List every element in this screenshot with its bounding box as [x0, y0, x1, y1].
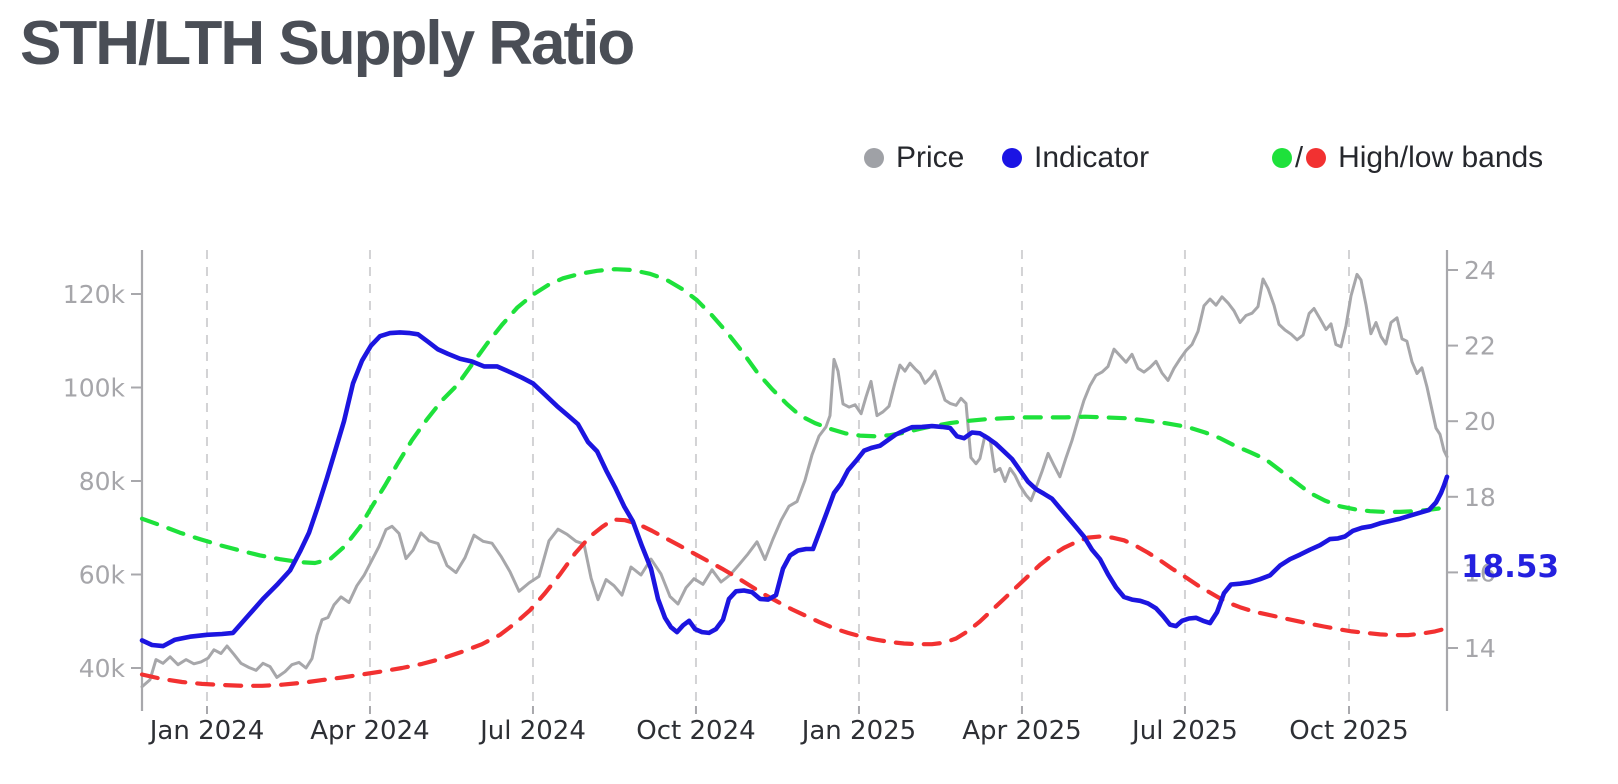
page-title: STH/LTH Supply Ratio: [20, 9, 635, 78]
legend: Price Indicator / High/low bands: [0, 138, 1618, 178]
price-dot-icon: [864, 148, 884, 168]
legend-item-indicator[interactable]: Indicator: [1002, 138, 1149, 178]
left-axis-label: 100k: [63, 374, 126, 403]
low-band-line: [139, 517, 1450, 688]
right-axis-label: 22: [1464, 332, 1496, 361]
x-axis-label: Jul 2025: [1130, 716, 1238, 746]
left-axis-label: 120k: [63, 280, 126, 309]
legend-item-price[interactable]: Price: [864, 138, 964, 178]
right-axis-label: 24: [1464, 256, 1496, 285]
left-axis-label: 60k: [79, 561, 126, 590]
right-axis-label: 16: [1464, 558, 1496, 587]
indicator-dot-icon: [1002, 148, 1022, 168]
legend-indicator-label: Indicator: [1034, 141, 1150, 174]
indicator-line: [139, 330, 1450, 649]
legend-bands-label: High/low bands: [1338, 141, 1544, 174]
x-axis-label: Jul 2024: [478, 716, 586, 746]
right-axis-label: 20: [1464, 407, 1496, 436]
bands-slash: /: [1295, 141, 1304, 174]
x-axis-label: Apr 2024: [310, 716, 429, 746]
x-axis-label: Jan 2025: [800, 716, 917, 746]
legend-price-label: Price: [896, 141, 965, 174]
x-axis-label: Oct 2024: [636, 716, 755, 746]
high-band-dot-icon: [1272, 148, 1292, 168]
low-band-dot-icon: [1306, 148, 1327, 168]
price-line: [140, 272, 1449, 689]
high-band-line: [139, 267, 1450, 566]
indicator-last-value: 18.53: [1461, 549, 1560, 585]
x-axis-label: Jan 2024: [148, 716, 265, 746]
right-axis-label: 18: [1464, 483, 1496, 512]
left-axis-label: 80k: [79, 467, 126, 496]
legend-item-bands[interactable]: / High/low bands: [1272, 138, 1543, 178]
x-axis-label: Oct 2025: [1289, 716, 1408, 746]
left-axis-label: 40k: [79, 654, 126, 683]
right-axis-label: 14: [1464, 634, 1496, 663]
x-axis-label: Apr 2025: [962, 716, 1081, 746]
